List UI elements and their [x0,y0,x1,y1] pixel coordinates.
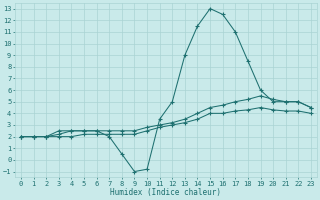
X-axis label: Humidex (Indice chaleur): Humidex (Indice chaleur) [110,188,221,197]
